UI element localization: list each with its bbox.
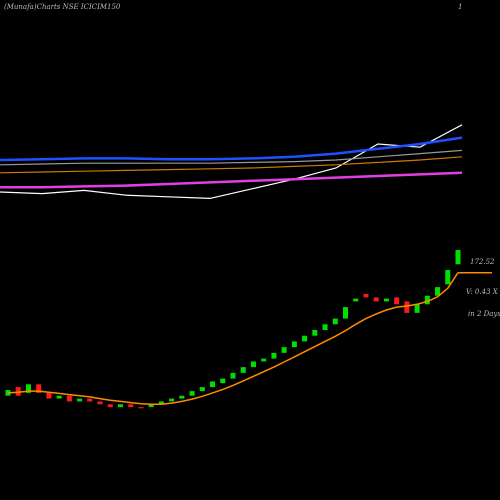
candle-body [77,398,83,402]
candle-body [66,395,72,402]
candle-body [394,297,400,305]
moving-average [7,272,459,406]
candle-body [46,392,52,399]
indicator-line [0,136,463,162]
volume-note: V: 0.43 X [466,288,499,296]
candle-body [56,395,62,399]
candle-body [281,347,287,353]
candle-body [128,404,134,408]
candle-body [230,372,236,379]
candle-body [383,298,389,302]
candle-body [148,404,154,408]
candle-body [322,324,328,330]
candle-body [332,318,338,325]
candle-body [404,301,410,313]
candle-body [97,401,103,405]
last-price: 172.52 [470,258,495,266]
indicator-line [0,124,463,200]
candle-body [414,304,420,313]
candle-body [363,294,369,298]
candle-body [189,391,195,396]
candle-body [87,398,93,402]
candle-body [261,358,267,362]
candle-body [36,384,42,393]
candle-body [291,341,297,348]
candle-body [15,387,21,396]
indicator-line [0,156,463,174]
period-note: in 2 Days [468,310,500,318]
indicator-line [0,171,463,189]
candle-body [424,295,430,305]
chart-title: (Munafa)Charts NSE ICICIM150 [4,3,121,11]
candle-body [343,307,348,319]
candle-body [373,297,379,302]
candle-body [210,381,216,388]
candle-body [271,352,277,359]
candle-body [312,330,318,336]
candle-body [179,395,185,399]
candle-body [199,387,205,392]
candle-body [25,384,31,393]
candle-body [455,250,461,265]
candle-body [435,287,441,296]
candle-body [118,404,123,408]
candle-body [250,361,256,368]
candle-body [220,378,226,384]
candle-body [107,404,113,408]
candle-body [138,407,144,409]
indicator-line [0,149,463,166]
candle-body [353,298,359,302]
candle-body [169,398,175,402]
candle-body [158,401,164,405]
corner-label: 1 [458,3,462,11]
candle-body [240,367,246,373]
candle-body [445,270,451,285]
candle-body [302,335,308,342]
